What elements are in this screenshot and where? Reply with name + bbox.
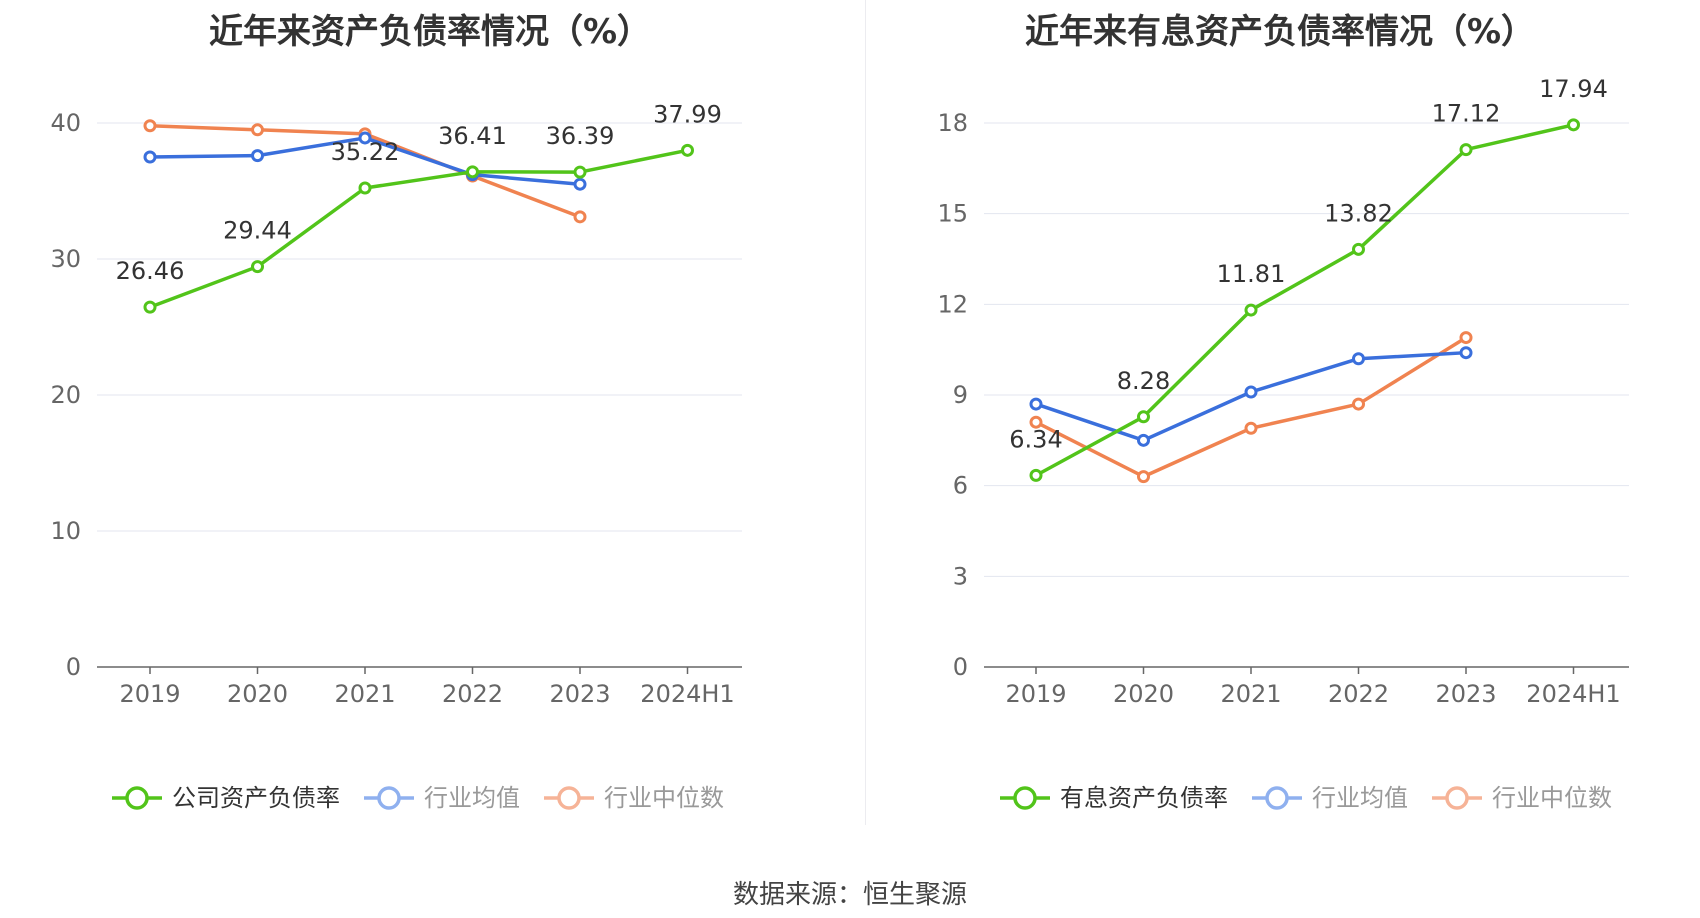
data-point — [143, 300, 157, 314]
data-point — [466, 165, 479, 179]
data-point — [573, 165, 587, 179]
legend-item[interactable]: 行业中位数 — [544, 784, 724, 812]
legend-marker-icon — [1445, 786, 1469, 810]
data-point — [143, 119, 157, 133]
data-label: 36.39 — [546, 122, 615, 150]
data-point — [1352, 242, 1365, 256]
chart-title: 近年来资产负债率情况（%） — [208, 12, 652, 52]
y-tick-label: 20 — [50, 381, 81, 409]
series-line — [1035, 336, 1467, 479]
y-tick-label: 6 — [953, 472, 968, 500]
data-point — [358, 181, 372, 195]
data-label: 8.28 — [1117, 367, 1170, 395]
panel-divider — [865, 0, 866, 825]
data-source-note: 数据来源：恒生聚源 — [732, 880, 967, 910]
data-label: 29.44 — [223, 217, 292, 245]
y-tick-label: 40 — [50, 109, 81, 137]
legend-label: 有息资产负债率 — [1060, 784, 1228, 812]
x-tick-label: 2021 — [1220, 680, 1281, 708]
chart-panel-interest-bearing: 近年来有息资产负债率情况（%） 0 3 6 9 12 15 18 2019 2020 2021 20… — [850, 0, 1700, 918]
data-point — [251, 123, 264, 137]
data-point — [143, 150, 157, 164]
y-tick-label: 30 — [50, 245, 81, 273]
legend-marker-icon — [377, 786, 401, 810]
legend-item[interactable]: 有息资产负债率 — [1000, 784, 1228, 812]
legend-item[interactable]: 公司资产负债率 — [112, 784, 340, 812]
data-label: 13.82 — [1324, 199, 1393, 227]
legend-marker-icon — [125, 786, 149, 810]
data-point — [1137, 433, 1150, 447]
data-point — [1352, 352, 1365, 366]
data-label: 11.81 — [1217, 260, 1286, 288]
data-label: 17.12 — [1432, 100, 1501, 128]
data-point — [1244, 385, 1258, 399]
data-point — [1244, 421, 1258, 435]
data-point — [1459, 346, 1473, 360]
data-label: 26.46 — [116, 257, 185, 285]
data-point — [1029, 468, 1043, 482]
data-point — [1352, 397, 1365, 411]
y-tick-label: 15 — [937, 200, 968, 228]
x-tick-label: 2019 — [119, 680, 180, 708]
legend-marker-icon — [557, 786, 581, 810]
legend-label: 行业中位数 — [1492, 784, 1612, 812]
data-point — [1459, 331, 1473, 345]
legend-label: 行业均值 — [1312, 784, 1408, 812]
x-tick-label: 2023 — [1435, 680, 1496, 708]
data-point — [1137, 410, 1150, 424]
data-label: 37.99 — [653, 100, 722, 128]
data-point — [1137, 470, 1150, 484]
data-label: 17.94 — [1539, 75, 1608, 103]
x-tick-label: 2023 — [549, 680, 610, 708]
x-tick-label: 2021 — [334, 680, 395, 708]
data-point — [573, 210, 587, 224]
x-tick-label: 2020 — [1113, 680, 1174, 708]
line-chart-interest-bearing: 0 3 6 9 12 15 18 2019 2020 2021 2022 2023 2024H1 6.34… — [937, 75, 1629, 812]
data-point — [1029, 397, 1043, 411]
data-label: 35.22 — [331, 138, 400, 166]
chart-title: 近年来有息资产负债率情况（%） — [1024, 12, 1536, 52]
series-line — [1035, 123, 1574, 477]
legend-label: 行业均值 — [424, 784, 520, 812]
data-point — [1244, 303, 1258, 317]
x-tick-label: 2020 — [227, 680, 288, 708]
data-point — [1567, 118, 1580, 132]
data-point — [251, 149, 264, 163]
y-tick-label: 9 — [953, 381, 968, 409]
legend-marker-icon — [1265, 786, 1289, 810]
x-tick-label: 2024H1 — [640, 680, 734, 708]
x-tick-label: 2024H1 — [1526, 680, 1620, 708]
data-label: 36.41 — [438, 122, 507, 150]
legend-label: 公司资产负债率 — [172, 784, 340, 812]
y-tick-label: 0 — [66, 653, 81, 681]
data-point — [358, 131, 372, 145]
y-tick-label: 18 — [937, 109, 968, 137]
legend-label: 行业中位数 — [604, 784, 724, 812]
data-point — [573, 177, 587, 191]
y-tick-label: 0 — [953, 653, 968, 681]
legend-item[interactable]: 行业中位数 — [1432, 784, 1612, 812]
legend-marker-icon — [1013, 786, 1037, 810]
x-tick-label: 2022 — [1328, 680, 1389, 708]
series-line — [149, 148, 688, 309]
data-point — [1029, 415, 1043, 429]
y-tick-label: 12 — [937, 290, 968, 318]
y-tick-label: 3 — [953, 562, 968, 590]
data-point — [1459, 143, 1473, 157]
legend-item[interactable]: 行业均值 — [1252, 784, 1408, 812]
chart-panel-asset-liability: 近年来资产负债率情况（%） 0 10 20 30 40 2019 2020 2021 2022 2… — [50, 12, 742, 812]
data-point — [251, 260, 264, 274]
x-tick-label: 2022 — [442, 680, 503, 708]
legend-item[interactable]: 行业均值 — [364, 784, 520, 812]
line-chart-asset-liability: 0 10 20 30 40 2019 2020 2021 2022 2023 2024H1 26.46… — [50, 100, 742, 812]
y-tick-label: 10 — [50, 517, 81, 545]
x-tick-label: 2019 — [1005, 680, 1066, 708]
data-point — [681, 143, 694, 157]
data-label: 6.34 — [1009, 425, 1062, 453]
